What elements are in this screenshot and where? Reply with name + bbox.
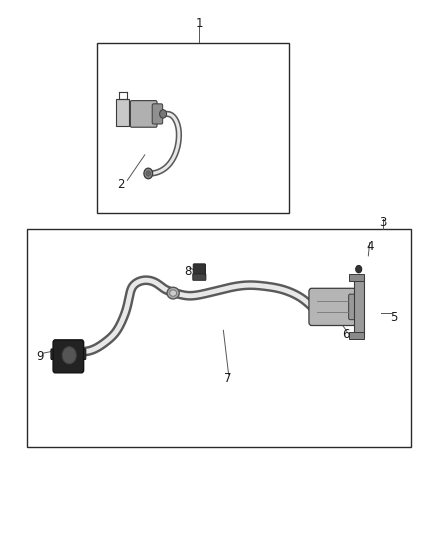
- Ellipse shape: [170, 290, 177, 296]
- FancyBboxPatch shape: [193, 264, 205, 278]
- Bar: [27, 229, 411, 447]
- Text: 3: 3: [379, 216, 386, 229]
- Text: 5: 5: [390, 311, 397, 324]
- FancyBboxPatch shape: [349, 294, 359, 320]
- Ellipse shape: [167, 287, 179, 299]
- FancyBboxPatch shape: [51, 349, 57, 360]
- Text: 6: 6: [342, 328, 350, 341]
- FancyBboxPatch shape: [53, 340, 84, 373]
- Circle shape: [356, 265, 362, 273]
- FancyBboxPatch shape: [309, 288, 356, 326]
- Text: 8: 8: [185, 265, 192, 278]
- FancyBboxPatch shape: [131, 101, 157, 127]
- Circle shape: [146, 171, 150, 176]
- Bar: [97, 43, 289, 213]
- Circle shape: [62, 347, 76, 364]
- Text: 2: 2: [117, 177, 124, 191]
- Bar: [349, 274, 364, 281]
- FancyBboxPatch shape: [80, 349, 86, 360]
- Text: 9: 9: [36, 350, 44, 364]
- FancyBboxPatch shape: [193, 274, 206, 280]
- Text: 1: 1: [196, 17, 203, 30]
- Bar: [117, 99, 130, 126]
- Bar: [349, 333, 364, 340]
- Circle shape: [159, 110, 166, 118]
- FancyBboxPatch shape: [152, 104, 162, 124]
- Bar: [354, 276, 364, 337]
- Text: 7: 7: [224, 372, 231, 385]
- Circle shape: [144, 168, 152, 179]
- Text: 4: 4: [366, 240, 373, 253]
